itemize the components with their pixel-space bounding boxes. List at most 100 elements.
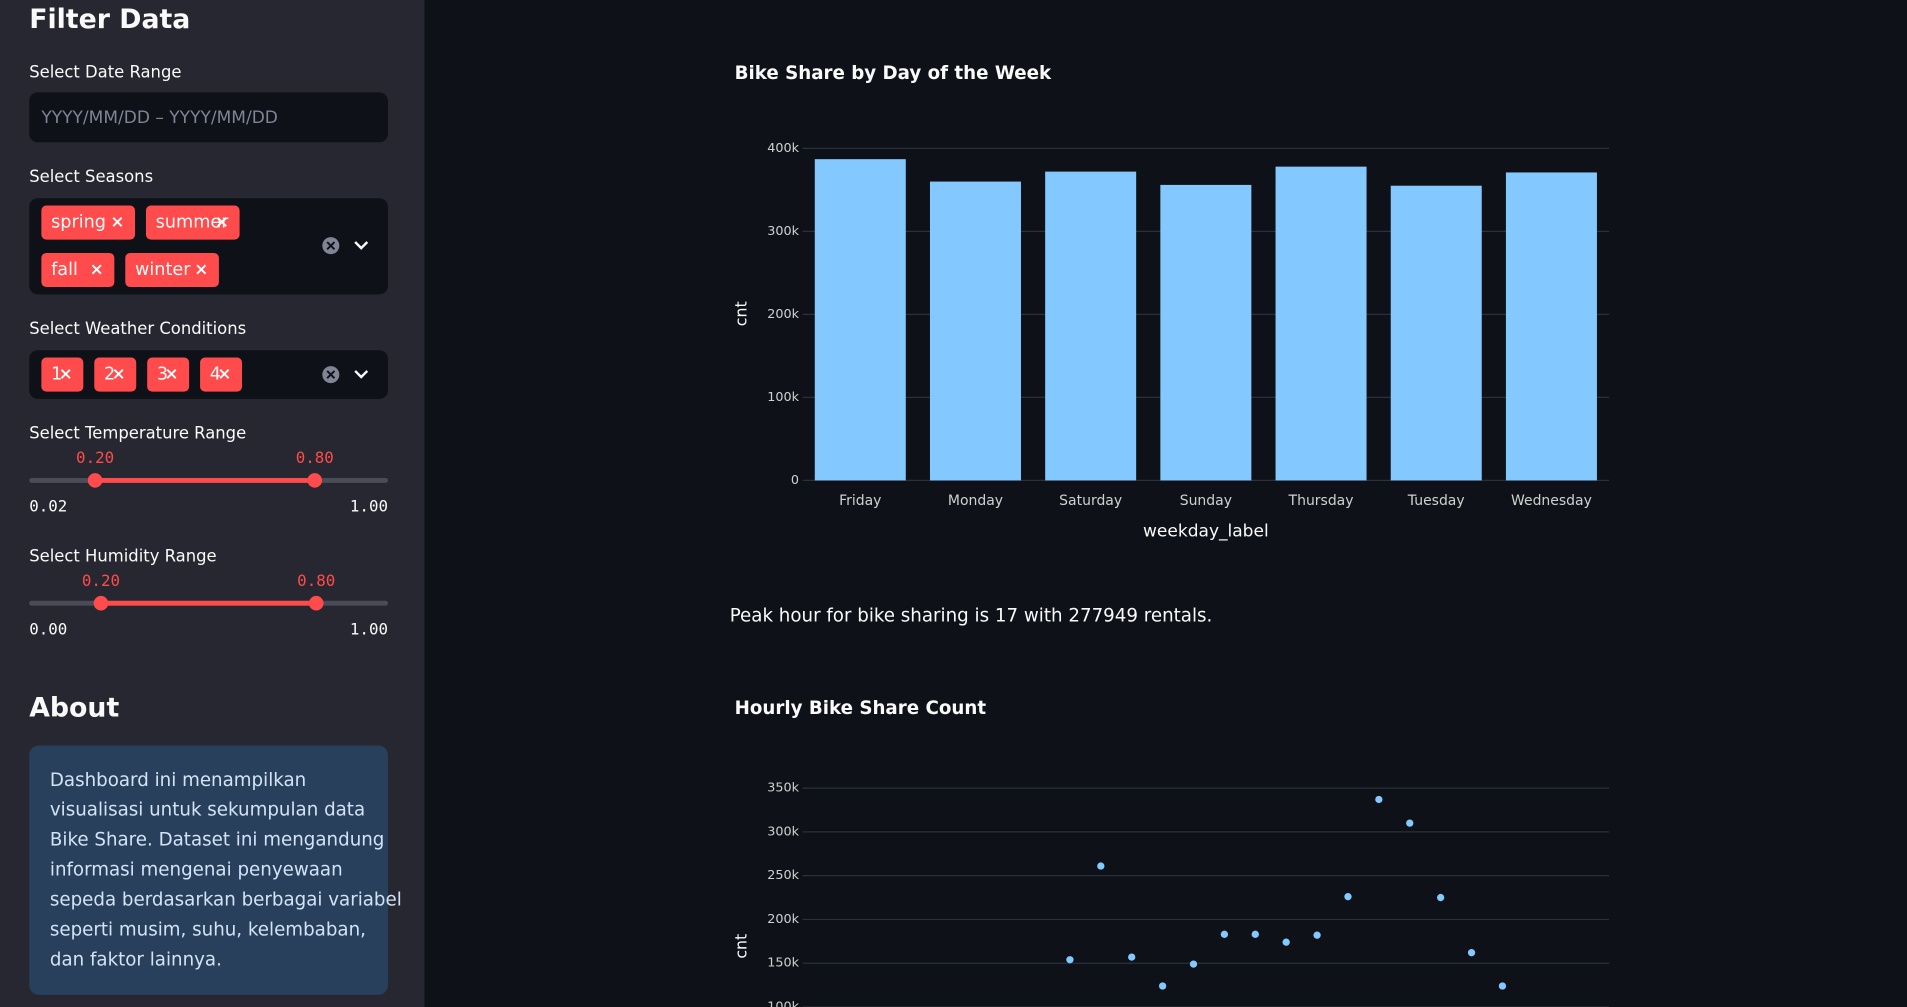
point <box>1066 956 1074 964</box>
clear-icon-x <box>326 370 336 379</box>
about-text: seperti musim, suhu, kelembaban, <box>50 919 366 940</box>
date-placeholder: YYYY/MM/DD – YYYY/MM/DD <box>40 108 278 128</box>
y-tick-label: 350k <box>767 781 799 796</box>
tag[interactable] <box>41 205 136 240</box>
clear-icon-x <box>326 241 336 251</box>
date-input[interactable] <box>29 92 388 143</box>
weather-label: Select Weather Conditions <box>29 319 246 338</box>
slider-value: 0.80 <box>297 571 335 590</box>
y-tick-label: 200k <box>767 307 799 322</box>
tag-label: winter <box>135 260 191 280</box>
tag[interactable] <box>41 252 115 288</box>
slider-thumb[interactable] <box>307 473 323 488</box>
tag[interactable] <box>147 357 190 392</box>
slider-value: 0.80 <box>296 448 334 467</box>
y-axis-label: cnt <box>731 934 750 959</box>
tag[interactable] <box>200 357 243 392</box>
slider-range <box>100 600 317 606</box>
chevron[interactable] <box>354 241 369 250</box>
y-tick-label: 300k <box>767 824 799 839</box>
tag-remove[interactable] <box>166 369 177 379</box>
point <box>1375 795 1383 804</box>
y-tick-label: 300k <box>767 224 799 239</box>
y-tick-label: 100k <box>767 390 799 405</box>
about-text: informasi mengenai penyewaan <box>50 860 343 881</box>
about-text: dan faktor lainnya. <box>50 949 222 970</box>
chevron[interactable] <box>354 370 369 379</box>
about-text: Bike Share. Dataset ini mengandung <box>50 830 385 851</box>
seasons-label: Select Seasons <box>29 167 153 186</box>
point <box>1097 862 1105 870</box>
tag-remove[interactable] <box>60 369 71 379</box>
bar <box>1160 184 1252 481</box>
point <box>1437 893 1445 902</box>
point <box>1498 982 1507 990</box>
point <box>1344 893 1352 901</box>
slider-thumb[interactable] <box>93 595 109 611</box>
slider-value: 0.20 <box>76 448 114 467</box>
temperature-label: Select Temperature Range <box>29 424 246 443</box>
tag[interactable] <box>41 357 84 392</box>
tag-remove[interactable] <box>219 369 230 379</box>
x-tick-label: Saturday <box>1059 493 1122 509</box>
point <box>1158 982 1167 990</box>
bar <box>1045 171 1137 481</box>
humidity-label: Select Humidity Range <box>29 547 216 566</box>
tag-remove[interactable] <box>196 264 207 275</box>
y-tick-label: 400k <box>767 141 799 156</box>
point <box>1128 953 1136 961</box>
tag[interactable] <box>145 205 240 240</box>
about-title: About <box>29 693 119 724</box>
y-tick-label: 200k <box>767 912 799 927</box>
bar <box>1275 166 1367 481</box>
slider-thumb[interactable] <box>87 473 103 488</box>
tag-remove[interactable] <box>113 369 124 379</box>
chart-title: Hourly Bike Share Count <box>735 698 987 719</box>
point <box>1313 931 1321 939</box>
about-box <box>29 745 388 995</box>
tag-remove[interactable] <box>91 264 102 275</box>
x-axis-label: weekday_label <box>1143 521 1269 541</box>
tag[interactable] <box>94 357 137 392</box>
y-axis-label: cnt <box>731 301 750 326</box>
tag-remove[interactable] <box>217 217 227 227</box>
x-tick-label: Friday <box>839 493 881 509</box>
x-tick-label: Sunday <box>1180 493 1232 509</box>
bar <box>814 159 906 481</box>
tag-label: 3 <box>157 365 168 385</box>
slider-range <box>95 477 315 483</box>
about-text: sepeda berdasarkan berbagai variabel <box>50 889 402 910</box>
tag-label: fall <box>51 260 78 280</box>
bar <box>1390 185 1482 481</box>
point <box>1282 938 1290 946</box>
about-text: Dashboard ini menampilkan <box>50 770 306 791</box>
sidebar-title: Filter Data <box>29 4 190 35</box>
bar <box>929 181 1021 481</box>
about-text: visualisasi untuk sekumpulan data <box>50 800 365 821</box>
slider-min: 0.02 <box>29 497 67 516</box>
slider-min: 0.00 <box>29 619 67 638</box>
y-tick-label: 150k <box>767 956 799 971</box>
slider-value: 0.20 <box>82 571 120 590</box>
tag-label: 2 <box>104 365 115 385</box>
point <box>1467 949 1476 957</box>
x-tick-label: Monday <box>948 493 1003 509</box>
date-label: Select Date Range <box>29 62 181 81</box>
slider-max: 1.00 <box>350 619 388 638</box>
point <box>1406 819 1414 827</box>
bar <box>1505 172 1597 481</box>
x-tick-label: Wednesday <box>1511 493 1592 509</box>
tag-remove[interactable] <box>112 217 123 227</box>
tag[interactable] <box>125 252 219 288</box>
peak-text: Peak hour for bike sharing is 17 with 27… <box>730 606 1213 627</box>
tag-label: 1 <box>51 365 62 385</box>
tag-label: spring <box>51 213 106 233</box>
chart-title: Bike Share by Day of the Week <box>735 63 1052 84</box>
point <box>1189 960 1198 968</box>
y-tick-label: 250k <box>767 868 799 883</box>
tag-label: 4 <box>210 365 221 385</box>
x-tick-label: Tuesday <box>1407 493 1465 509</box>
slider-thumb[interactable] <box>308 595 324 611</box>
